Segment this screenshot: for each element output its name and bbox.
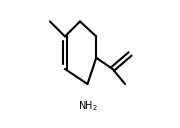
Text: NH$_2$: NH$_2$ [78,99,97,113]
